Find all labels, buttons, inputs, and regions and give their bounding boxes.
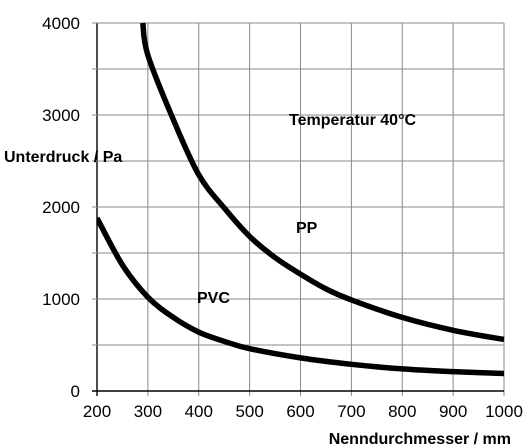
series-label-pp: PP: [296, 220, 318, 237]
y-tick-label: 0: [71, 382, 80, 401]
series-line-pp: [140, 22, 505, 343]
grid: [92, 22, 505, 396]
y-tick-label: 3000: [42, 106, 80, 125]
x-tick-label: 600: [286, 402, 314, 421]
x-tick-label: 1000: [485, 402, 523, 421]
x-axis-label: Nenndurchmesser / mm: [329, 431, 511, 448]
y-tick-label: 4000: [42, 14, 80, 33]
tick-labels: 200 300 400 500 600 700 800 900 1000 0 1000 2000 300…: [42, 14, 523, 421]
series: [97, 22, 505, 377]
y-axis-label: Unterdruck / Pa: [4, 149, 122, 166]
x-tick-label: 300: [134, 402, 162, 421]
annotation-temperature: Temperatur 40°C: [289, 112, 416, 129]
x-tick-label: 500: [235, 402, 263, 421]
x-tick-label: 400: [185, 402, 213, 421]
x-tick-label: 700: [337, 402, 365, 421]
x-tick-label: 200: [83, 402, 111, 421]
y-tick-label: 1000: [42, 290, 80, 309]
y-tick-label: 2000: [42, 198, 80, 217]
x-tick-label: 800: [388, 402, 416, 421]
series-line-pvc: [97, 216, 505, 377]
series-label-pvc: PVC: [197, 290, 230, 307]
x-tick-label: 900: [439, 402, 467, 421]
